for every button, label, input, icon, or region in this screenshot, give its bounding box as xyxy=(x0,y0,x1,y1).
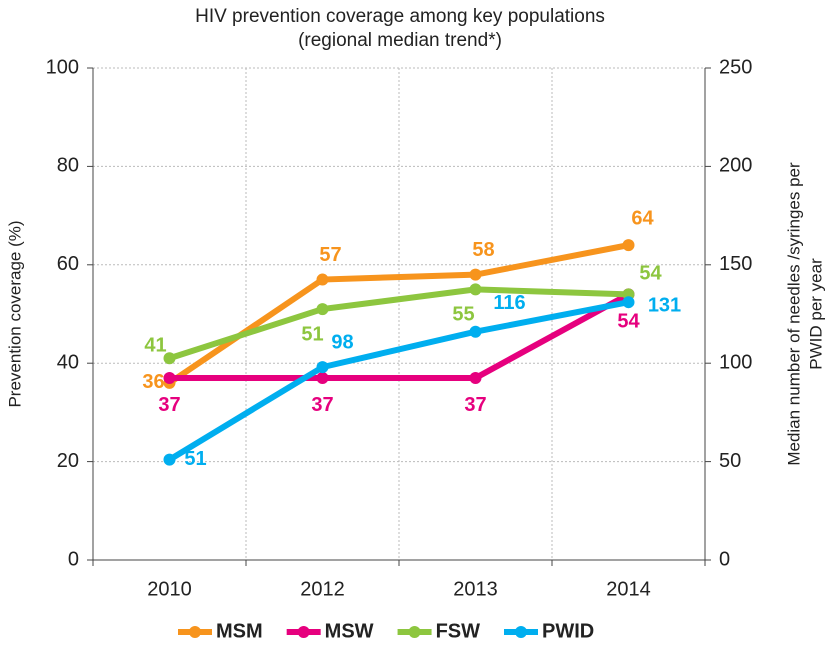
value-label: 54 xyxy=(617,311,640,333)
legend-label: MSM xyxy=(216,620,263,642)
value-label: 37 xyxy=(158,394,180,416)
value-label: 58 xyxy=(472,239,494,261)
value-label: 116 xyxy=(493,292,525,314)
value-label: 51 xyxy=(301,323,323,345)
x-tick-label: 2014 xyxy=(606,578,651,600)
point xyxy=(469,268,482,281)
y2-axis-label: PWID per year xyxy=(806,258,825,370)
point xyxy=(316,371,329,384)
y2-tick-label: 250 xyxy=(719,56,752,78)
point xyxy=(469,283,482,296)
point xyxy=(163,453,176,466)
y2-tick-label: 200 xyxy=(719,155,752,177)
value-label: 98 xyxy=(331,331,353,353)
point xyxy=(316,303,329,316)
chart-subtitle: (regional median trend*) xyxy=(298,30,502,51)
value-label: 51 xyxy=(184,448,206,470)
y2-tick-label: 100 xyxy=(719,351,752,373)
legend-marker xyxy=(515,626,527,638)
x-tick-label: 2013 xyxy=(453,578,498,600)
y-tick-label: 60 xyxy=(57,253,79,275)
point xyxy=(316,273,329,286)
point xyxy=(469,325,482,338)
legend-marker xyxy=(297,626,310,638)
y-tick-label: 40 xyxy=(57,351,79,373)
point xyxy=(622,296,635,309)
y2-tick-label: 50 xyxy=(719,450,741,472)
legend-label: MSW xyxy=(325,620,374,642)
y-axis-label: Prevention coverage (%) xyxy=(5,220,24,407)
x-tick-label: 2010 xyxy=(147,578,192,600)
value-label: 37 xyxy=(311,394,333,416)
series-line xyxy=(167,299,630,463)
point xyxy=(163,371,176,384)
y2-tick-label: 0 xyxy=(719,548,730,570)
legend-label: FSW xyxy=(436,620,481,642)
value-label: 55 xyxy=(452,304,474,326)
point xyxy=(469,371,482,384)
point xyxy=(316,361,329,374)
x-tick-label: 2012 xyxy=(300,578,345,600)
value-label: 131 xyxy=(648,294,681,316)
value-label: 57 xyxy=(319,244,341,266)
value-label: 36 xyxy=(142,371,164,393)
y2-axis-label: Median number of needles /syringes per xyxy=(784,162,803,466)
y-tick-label: 0 xyxy=(68,548,79,570)
value-label: 64 xyxy=(631,207,654,229)
series-line xyxy=(169,291,630,381)
point xyxy=(163,352,176,365)
value-label: 41 xyxy=(144,335,166,357)
y2-tick-label: 150 xyxy=(719,253,752,275)
point xyxy=(622,239,635,252)
legend-marker xyxy=(408,626,421,638)
series-line xyxy=(168,286,629,362)
value-label: 37 xyxy=(464,394,486,416)
chart-title: HIV prevention coverage among key popula… xyxy=(195,6,605,27)
legend-label: PWID xyxy=(542,620,594,642)
y-tick-label: 20 xyxy=(57,450,79,472)
value-label: 54 xyxy=(639,263,662,285)
y-tick-label: 100 xyxy=(46,56,79,78)
y-tick-label: 80 xyxy=(57,155,79,177)
legend-marker xyxy=(189,626,201,638)
